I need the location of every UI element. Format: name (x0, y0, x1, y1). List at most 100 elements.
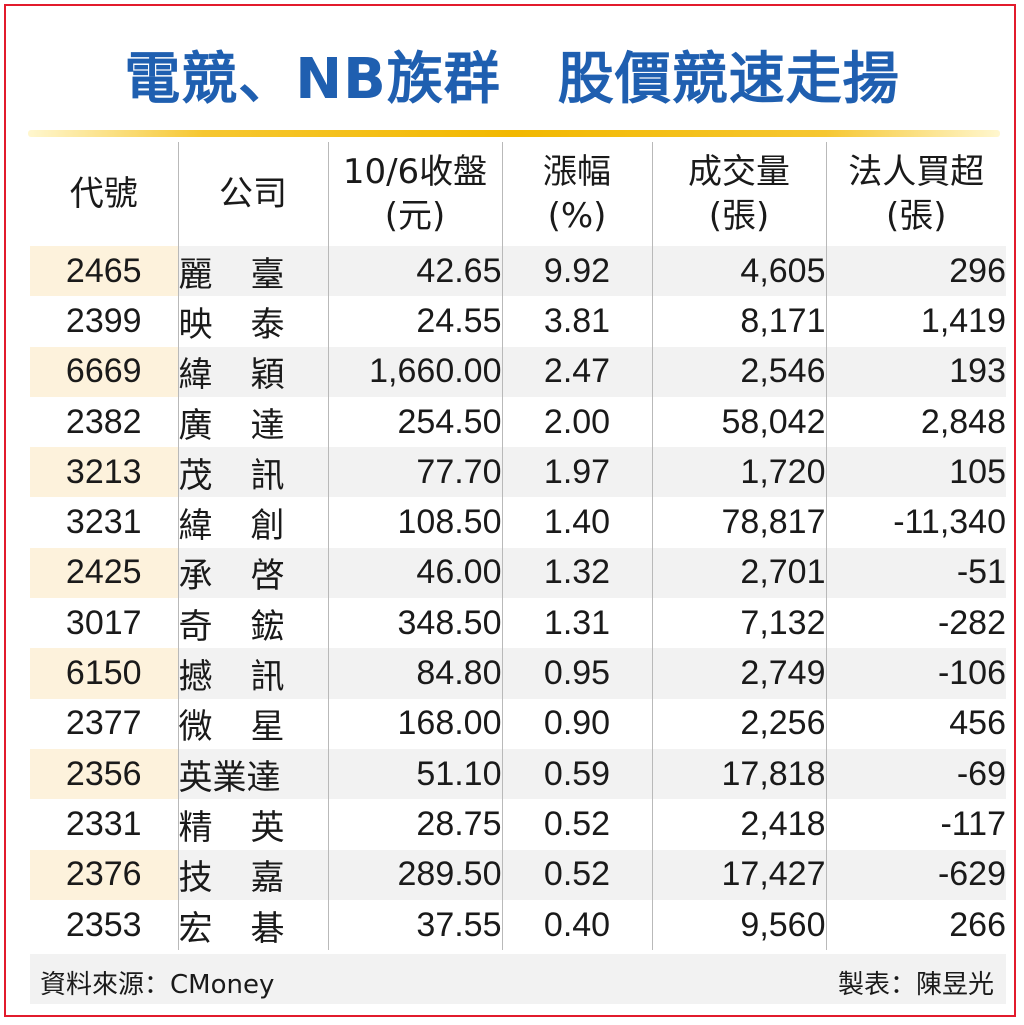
cell-net-buy: -629 (826, 849, 1006, 900)
header-line-2: (%) (547, 196, 607, 236)
header-line-2: (張) (708, 196, 770, 236)
cell-close: 51.10 (328, 748, 503, 800)
cell-net-buy: 193 (826, 346, 1006, 397)
cell-net-buy: 105 (826, 447, 1006, 498)
infographic-frame: 電競、NB族群 股價競速走揚 代號 公司 10/6收盤 (元) 漲幅 (%) 成交量 (張) 法… (4, 4, 1016, 1017)
table-row: 3231 緯創 108.50 1.40 78,817 -11,340 (30, 497, 1006, 548)
cell-net-buy: 1,419 (920, 301, 1006, 340)
cell-code: 3017 (30, 598, 179, 649)
cell-net-buy: -11,340 (893, 503, 1006, 542)
cell-volume: 2,701 (652, 547, 827, 599)
cell-change: 0.59 (502, 748, 653, 800)
cell-close: 1,660.00 (328, 346, 503, 397)
cell-volume: 17,818 (652, 748, 827, 800)
header-change: 漲幅 (%) (502, 142, 653, 246)
cell-volume: 2,418 (652, 799, 827, 850)
cell-company: 奇鋐 (178, 598, 329, 649)
cell-volume: 4,605 (652, 246, 827, 297)
cell-change: 9.92 (502, 246, 653, 297)
header-volume: 成交量 (張) (652, 142, 827, 246)
cell-code: 2376 (30, 849, 179, 900)
cell-change: 0.52 (502, 849, 653, 900)
cell-code: 2399 (30, 296, 179, 347)
footer-bar: 資料來源：CMoney 製表：陳昱光 (30, 954, 1006, 1004)
header-company: 公司 (178, 142, 329, 246)
cell-close: 348.50 (328, 598, 503, 649)
cell-change: 0.90 (502, 698, 653, 749)
cell-close: 46.00 (328, 547, 503, 599)
cell-close: 37.55 (328, 899, 503, 951)
table-row: 2331 精英 28.75 0.52 2,418 -117 (30, 799, 1006, 850)
cell-code: 2356 (30, 748, 179, 800)
cell-close: 24.55 (328, 296, 503, 347)
cell-code: 2425 (30, 547, 179, 599)
table-row: 6150 撼訊 84.80 0.95 2,749 -106 (30, 648, 1006, 699)
cell-net-buy: -69 (826, 748, 1006, 800)
cell-volume: 78,817 (652, 497, 827, 548)
cell-company: 撼訊 (178, 648, 329, 699)
table-header-row: 代號 公司 10/6收盤 (元) 漲幅 (%) 成交量 (張) 法人買超 (張) (30, 142, 1006, 246)
cell-company: 宏碁 (178, 899, 329, 951)
cell-change: 1.97 (502, 447, 653, 498)
page-title: 電競、NB族群 股價競速走揚 (124, 47, 900, 112)
table-row: 2377 微星 168.00 0.90 2,256 456 (30, 698, 1006, 749)
title-underline (28, 130, 1000, 137)
cell-change: 0.52 (502, 799, 653, 850)
cell-company: 承啓 (178, 547, 329, 599)
header-line-1: 漲幅 (543, 152, 611, 192)
table-row: 2353 宏碁 37.55 0.40 9,560 266 (30, 899, 1006, 951)
cell-company: 茂訊 (178, 447, 329, 498)
cell-code: 2382 (30, 396, 179, 448)
cell-company: 廣達 (178, 396, 329, 448)
cell-company: 技嘉 (178, 849, 329, 900)
cell-company: 微星 (178, 698, 329, 749)
cell-change: 1.31 (502, 598, 653, 649)
cell-code: 6150 (30, 648, 179, 699)
cell-change: 1.32 (502, 547, 653, 599)
cell-company: 麗臺 (178, 246, 329, 297)
credit-note: 製表：陳昱光 (837, 970, 994, 1000)
table-body: 2465 麗臺 42.65 9.92 4,605 296 2399 映泰 24.55 3.81 8,… (30, 246, 1006, 951)
cell-close: 42.65 (328, 246, 503, 297)
stock-table: 代號 公司 10/6收盤 (元) 漲幅 (%) 成交量 (張) 法人買超 (張) 2465 麗臺 42… (30, 142, 1006, 951)
cell-change: 1.40 (502, 497, 653, 548)
header-line-2: (張) (885, 196, 947, 236)
cell-code: 2465 (30, 246, 179, 297)
cell-close: 289.50 (328, 849, 503, 900)
cell-code: 3231 (30, 497, 179, 548)
header-code: 代號 (30, 142, 179, 246)
cell-code: 3213 (30, 447, 179, 498)
cell-volume: 8,171 (652, 296, 827, 347)
table-row: 2399 映泰 24.55 3.81 8,171 1,419 (30, 296, 1006, 347)
cell-change: 0.40 (502, 899, 653, 951)
header-net-buy: 法人買超 (張) (826, 142, 1006, 246)
cell-code: 2331 (30, 799, 179, 850)
cell-close: 108.50 (328, 497, 503, 548)
table-row: 6669 緯穎 1,660.00 2.47 2,546 193 (30, 346, 1006, 397)
cell-code: 6669 (30, 346, 179, 397)
cell-volume: 2,546 (652, 346, 827, 397)
cell-net-buy: 456 (949, 704, 1006, 743)
table-row: 2425 承啓 46.00 1.32 2,701 -51 (30, 547, 1006, 599)
table-row: 2382 廣達 254.50 2.00 58,042 2,848 (30, 396, 1006, 448)
header-line-1: 代號 (69, 174, 138, 214)
cell-net-buy: 2,848 (920, 402, 1006, 441)
header-line-1: 法人買超 (848, 152, 985, 192)
cell-company: 映泰 (178, 296, 329, 347)
cell-net-buy: 266 (949, 905, 1006, 944)
cell-net-buy: -117 (940, 804, 1006, 843)
cell-net-buy: -282 (937, 603, 1006, 642)
cell-volume: 9,560 (652, 899, 827, 951)
header-line-1: 10/6收盤 (342, 152, 488, 192)
cell-close: 168.00 (328, 698, 503, 749)
cell-code: 2353 (30, 899, 179, 951)
header-line-1: 成交量 (688, 152, 790, 192)
cell-net-buy: 296 (826, 246, 1006, 297)
cell-volume: 17,427 (652, 849, 827, 900)
cell-company: 緯創 (178, 497, 329, 548)
source-note: 資料來源：CMoney (40, 970, 275, 1000)
cell-code: 2377 (30, 698, 179, 749)
header-line-1: 公司 (219, 174, 287, 214)
cell-net-buy: -106 (826, 648, 1006, 699)
cell-close: 254.50 (328, 396, 503, 448)
